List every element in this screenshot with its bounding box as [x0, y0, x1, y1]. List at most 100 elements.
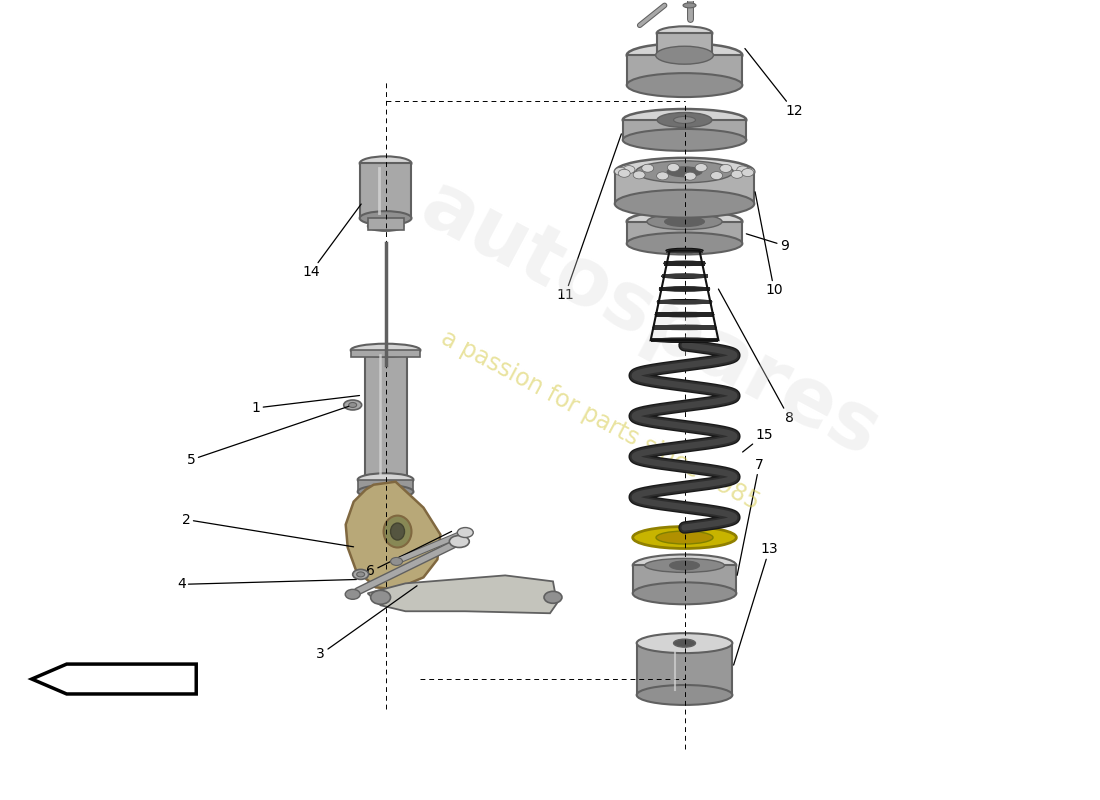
Text: 1: 1 [252, 395, 360, 415]
Ellipse shape [343, 400, 362, 410]
Ellipse shape [742, 168, 755, 176]
Ellipse shape [657, 172, 669, 180]
Ellipse shape [356, 572, 364, 577]
Ellipse shape [656, 531, 713, 544]
FancyBboxPatch shape [632, 566, 736, 594]
FancyBboxPatch shape [627, 55, 743, 85]
Ellipse shape [627, 73, 743, 97]
Ellipse shape [632, 526, 736, 549]
Ellipse shape [364, 474, 407, 485]
Ellipse shape [673, 639, 695, 647]
Text: autospares: autospares [407, 166, 892, 474]
FancyBboxPatch shape [657, 299, 712, 304]
FancyBboxPatch shape [637, 643, 733, 695]
FancyBboxPatch shape [650, 338, 718, 342]
Ellipse shape [623, 166, 635, 174]
FancyBboxPatch shape [659, 286, 710, 291]
Ellipse shape [345, 590, 360, 599]
Ellipse shape [645, 558, 725, 572]
Text: 11: 11 [557, 134, 622, 302]
Ellipse shape [360, 211, 411, 225]
Ellipse shape [458, 527, 473, 538]
Ellipse shape [647, 214, 722, 230]
Ellipse shape [673, 117, 695, 123]
Ellipse shape [615, 190, 755, 218]
Text: 3: 3 [317, 586, 417, 661]
Ellipse shape [657, 26, 713, 40]
Text: 10: 10 [755, 192, 783, 298]
Ellipse shape [367, 221, 404, 231]
Ellipse shape [657, 299, 712, 304]
Text: 13: 13 [734, 542, 778, 665]
Ellipse shape [618, 170, 630, 178]
Ellipse shape [450, 535, 470, 547]
FancyBboxPatch shape [367, 218, 404, 230]
Ellipse shape [711, 172, 723, 179]
Ellipse shape [632, 554, 736, 576]
Ellipse shape [627, 210, 743, 233]
FancyBboxPatch shape [652, 325, 716, 330]
Text: 5: 5 [187, 406, 349, 466]
Ellipse shape [615, 158, 755, 186]
Ellipse shape [732, 170, 744, 178]
Ellipse shape [667, 167, 702, 177]
Ellipse shape [641, 164, 653, 172]
Ellipse shape [737, 166, 749, 174]
Ellipse shape [627, 233, 743, 254]
FancyBboxPatch shape [615, 172, 755, 204]
Ellipse shape [664, 217, 704, 226]
Ellipse shape [666, 248, 703, 253]
Text: 4: 4 [177, 578, 356, 591]
Text: 14: 14 [302, 204, 361, 279]
Text: 12: 12 [745, 49, 803, 118]
Text: 2: 2 [182, 513, 353, 547]
Ellipse shape [384, 515, 411, 547]
FancyBboxPatch shape [627, 222, 743, 243]
Ellipse shape [668, 163, 680, 171]
Ellipse shape [654, 312, 714, 317]
Ellipse shape [663, 261, 705, 266]
Ellipse shape [659, 286, 710, 291]
Text: 15: 15 [742, 428, 773, 452]
Ellipse shape [632, 582, 736, 604]
Text: 8: 8 [718, 289, 793, 425]
Polygon shape [367, 575, 557, 614]
FancyBboxPatch shape [623, 120, 746, 140]
Ellipse shape [741, 169, 754, 177]
FancyBboxPatch shape [364, 350, 407, 480]
Ellipse shape [390, 523, 405, 540]
Text: 9: 9 [746, 234, 789, 253]
Ellipse shape [695, 163, 707, 171]
Ellipse shape [637, 633, 733, 653]
Ellipse shape [652, 325, 716, 330]
Ellipse shape [657, 113, 712, 127]
Ellipse shape [623, 109, 746, 131]
Ellipse shape [650, 338, 718, 342]
Ellipse shape [349, 402, 356, 407]
Ellipse shape [623, 129, 746, 151]
Ellipse shape [390, 558, 403, 566]
Ellipse shape [371, 590, 390, 604]
Ellipse shape [684, 172, 696, 180]
FancyBboxPatch shape [360, 163, 411, 218]
Ellipse shape [656, 46, 714, 64]
Ellipse shape [351, 344, 420, 357]
Polygon shape [32, 664, 196, 694]
Ellipse shape [364, 345, 407, 355]
Ellipse shape [358, 486, 414, 498]
Ellipse shape [637, 685, 733, 705]
Ellipse shape [544, 591, 562, 603]
FancyBboxPatch shape [358, 480, 414, 492]
Ellipse shape [719, 165, 732, 173]
Text: 6: 6 [366, 531, 452, 578]
Ellipse shape [661, 274, 707, 278]
Ellipse shape [670, 561, 700, 570]
Ellipse shape [634, 171, 645, 179]
Ellipse shape [353, 570, 369, 579]
Ellipse shape [683, 3, 696, 8]
Text: 7: 7 [737, 458, 763, 575]
FancyBboxPatch shape [657, 34, 713, 55]
Text: a passion for parts since 1985: a passion for parts since 1985 [437, 326, 763, 514]
Polygon shape [345, 482, 440, 590]
Ellipse shape [627, 43, 743, 67]
